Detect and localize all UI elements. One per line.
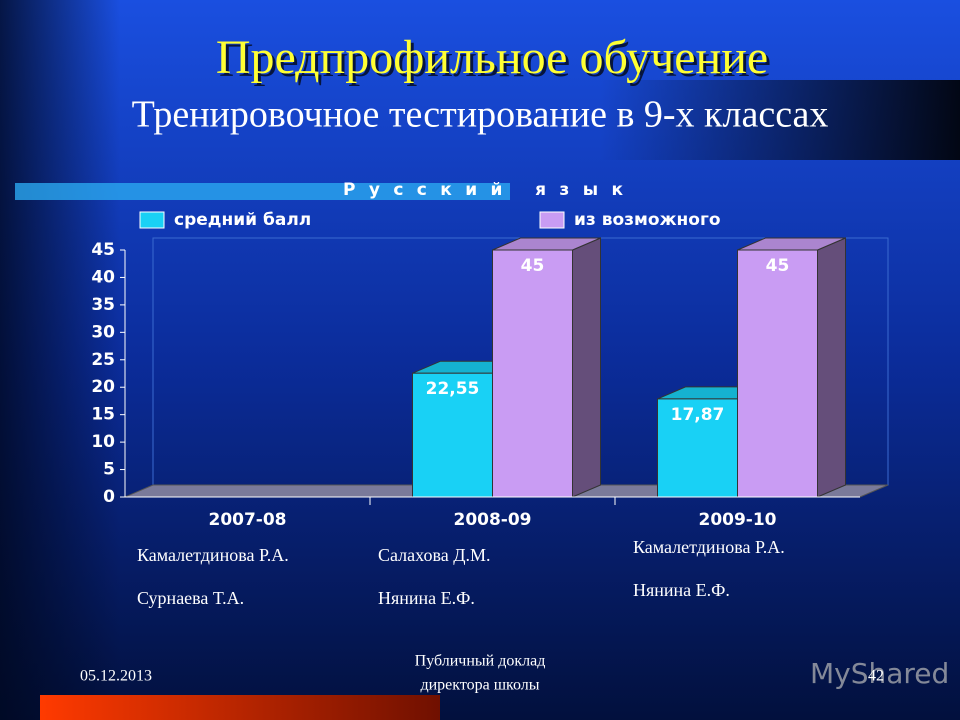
slide-subtitle: Тренировочное тестирование в 9-х классах bbox=[132, 94, 829, 136]
right-band bbox=[600, 80, 960, 160]
value-label: 22,55 bbox=[426, 379, 480, 399]
y-tick-label: 30 bbox=[91, 322, 115, 342]
y-tick-label: 35 bbox=[91, 295, 115, 315]
x-tick-label: 2009-10 bbox=[698, 510, 776, 530]
bar-side bbox=[817, 237, 846, 498]
legend-label: средний балл bbox=[174, 210, 311, 230]
value-label: 45 bbox=[521, 256, 545, 276]
footer-text: Публичный доклад bbox=[415, 653, 546, 670]
slide-title: Предпрофильное обучение bbox=[216, 31, 768, 84]
title-shadow: Предпрофильное обучение bbox=[219, 34, 771, 87]
bar bbox=[737, 249, 818, 498]
legend-swatch bbox=[539, 211, 565, 229]
note: Нянина Е.Ф. bbox=[633, 580, 730, 600]
note: Нянина Е.Ф. bbox=[378, 588, 475, 608]
footer-bar bbox=[40, 695, 440, 720]
x-tick-label: 2008-09 bbox=[453, 510, 531, 530]
note: Камалетдинова Р.А. bbox=[137, 545, 289, 565]
y-tick-label: 15 bbox=[91, 405, 115, 425]
accent-bar bbox=[15, 183, 510, 200]
note: Салахова Д.М. bbox=[378, 545, 490, 565]
y-tick-label: 5 bbox=[103, 460, 115, 480]
y-tick-label: 25 bbox=[91, 350, 115, 370]
y-tick-label: 10 bbox=[91, 432, 115, 452]
y-tick-label: 0 bbox=[103, 487, 115, 507]
y-tick-label: 20 bbox=[91, 377, 115, 397]
bar bbox=[412, 372, 493, 498]
footer-date: 05.12.2013 bbox=[80, 668, 152, 685]
value-label: 17,87 bbox=[671, 405, 725, 425]
left-shade bbox=[0, 0, 120, 720]
watermark: MyShared bbox=[810, 657, 949, 690]
value-label: 45 bbox=[766, 256, 790, 276]
y-tick-label: 45 bbox=[91, 240, 115, 260]
bar bbox=[492, 249, 573, 498]
legend-swatch bbox=[139, 211, 165, 229]
y-tick-label: 40 bbox=[91, 267, 115, 287]
note: Камалетдинова Р.А. bbox=[633, 537, 785, 557]
bar bbox=[657, 398, 738, 498]
x-tick-label: 2007-08 bbox=[208, 510, 286, 530]
legend-label: из возможного bbox=[574, 210, 721, 230]
footer-text: директора школы bbox=[420, 677, 539, 694]
bar-side bbox=[572, 237, 601, 498]
page-number: 42 bbox=[868, 668, 884, 685]
note: Сурнаева Т.А. bbox=[137, 588, 244, 608]
